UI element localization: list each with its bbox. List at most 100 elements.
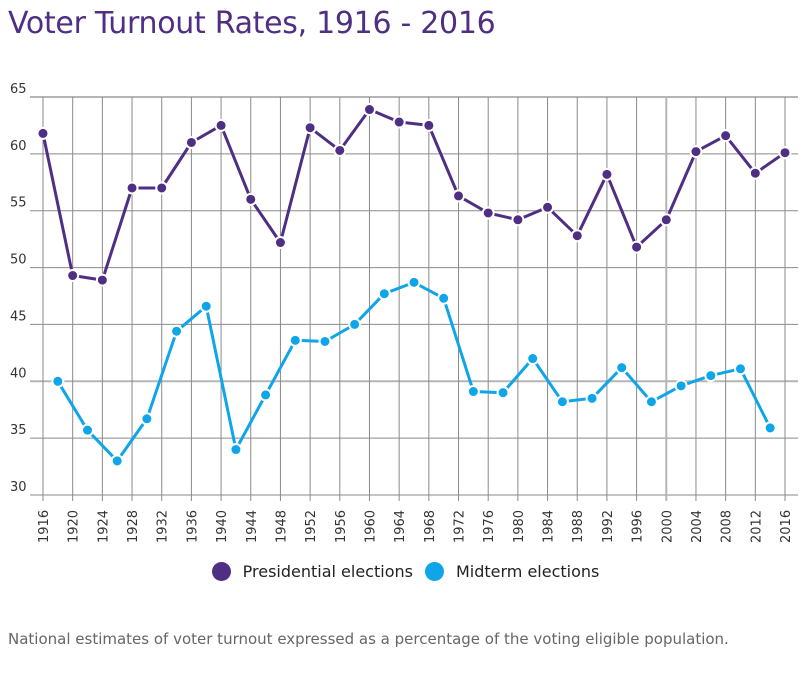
grid (30, 96, 798, 501)
chart-caption: National estimates of voter turnout expr… (8, 630, 729, 648)
presidential-point (244, 192, 258, 206)
presidential-point (541, 200, 555, 214)
midterm-point (644, 395, 658, 409)
midterm-point (259, 388, 273, 402)
x-tick-label: 1956 (334, 510, 349, 543)
x-tick-label: 1940 (215, 510, 230, 543)
y-axis-ticks: 30 35 40 45 50 55 60 65 (10, 82, 27, 495)
midterm-point (170, 324, 184, 338)
presidential-point (719, 129, 733, 143)
presidential-point (362, 103, 376, 117)
x-tick-label: 1984 (542, 510, 557, 543)
x-tick-label: 1972 (453, 510, 468, 543)
y-tick-label: 35 (10, 423, 27, 438)
x-tick-label: 1936 (185, 510, 200, 543)
y-tick-label: 60 (10, 139, 27, 154)
midterm-point (496, 386, 510, 400)
y-tick-label: 30 (10, 480, 27, 495)
presidential-point (214, 118, 228, 132)
legend-item-presidential[interactable]: Presidential elections (211, 562, 413, 581)
x-tick-label: 1952 (304, 510, 319, 543)
y-tick-label: 45 (10, 309, 27, 324)
y-tick-label: 40 (10, 366, 27, 381)
presidential-point (184, 135, 198, 149)
series-points (36, 103, 792, 468)
presidential-point (95, 273, 109, 287)
midterm-point (318, 334, 332, 348)
x-tick-label: 1996 (631, 510, 646, 543)
midterm-point (585, 391, 599, 405)
legend: Presidential elections Midterm elections (0, 562, 811, 581)
presidential-point (748, 166, 762, 180)
legend-item-midterm[interactable]: Midterm elections (424, 562, 600, 581)
presidential-point (600, 167, 614, 181)
midterm-point (229, 443, 243, 457)
presidential-point (570, 229, 584, 243)
x-tick-label: 1980 (512, 510, 527, 543)
presidential-point (689, 145, 703, 159)
x-tick-label: 1924 (96, 510, 111, 543)
legend-label-midterm: Midterm elections (455, 562, 600, 581)
x-tick-label: 1920 (67, 510, 82, 543)
midterm-point (140, 412, 154, 426)
line-chart: 30 35 40 45 50 55 60 65 1916 1920 1924 1928 1932 193… (10, 82, 798, 543)
midterm-point (51, 374, 65, 388)
midterm-point (288, 333, 302, 347)
presidential-point (659, 213, 673, 227)
presidential-point (155, 181, 169, 195)
midterm-point (437, 291, 451, 305)
presidential-point (481, 206, 495, 220)
legend-swatch-presidential (211, 562, 231, 581)
presidential-point (303, 121, 317, 135)
legend-swatch-midterm (424, 562, 444, 581)
legend-label-presidential: Presidential elections (242, 562, 413, 581)
x-tick-label: 1964 (393, 510, 408, 543)
x-tick-label: 2008 (720, 510, 735, 543)
presidential-point (333, 143, 347, 157)
presidential-line (41, 108, 786, 282)
midterm-point (81, 423, 95, 437)
midterm-point (733, 362, 747, 376)
x-tick-label: 1932 (156, 510, 171, 543)
midterm-point (110, 454, 124, 468)
x-tick-label: 1988 (571, 510, 586, 543)
midterm-line (56, 280, 772, 463)
midterm-point (763, 421, 777, 435)
x-tick-label: 1976 (482, 510, 497, 543)
presidential-point (36, 126, 50, 140)
presidential-point (452, 189, 466, 203)
midterm-point (348, 317, 362, 331)
x-tick-label: 2004 (690, 510, 705, 543)
presidential-point (511, 213, 525, 227)
presidential-point (422, 118, 436, 132)
midterm-point (466, 385, 480, 399)
midterm-point (615, 361, 629, 375)
x-tick-label: 1968 (423, 510, 438, 543)
x-tick-label: 1948 (274, 510, 289, 543)
x-tick-label: 1992 (601, 510, 616, 543)
midterm-point (199, 299, 213, 313)
presidential-point (778, 146, 792, 160)
midterm-point (555, 395, 569, 409)
presidential-point (125, 181, 139, 195)
presidential-point (630, 240, 644, 254)
x-tick-label: 1960 (363, 510, 378, 543)
x-tick-label: 1928 (126, 510, 141, 543)
presidential-point (273, 236, 287, 250)
x-axis-ticks: 1916 1920 1924 1928 1932 1936 1940 1944 1948 1952… (37, 510, 794, 543)
presidential-point (392, 115, 406, 129)
x-tick-label: 2016 (779, 510, 794, 543)
midterm-point (526, 352, 540, 366)
x-tick-label: 2000 (660, 510, 675, 543)
midterm-point (674, 379, 688, 393)
presidential-point (66, 269, 80, 283)
x-tick-label: 1944 (245, 510, 260, 543)
y-tick-label: 50 (10, 253, 27, 268)
x-tick-label: 2012 (749, 510, 764, 543)
y-tick-label: 55 (10, 196, 27, 211)
midterm-point (704, 369, 718, 383)
chart-title: Voter Turnout Rates, 1916 - 2016 (8, 6, 496, 41)
midterm-point (377, 287, 391, 301)
x-tick-label: 1916 (37, 510, 52, 543)
midterm-point (407, 275, 421, 289)
